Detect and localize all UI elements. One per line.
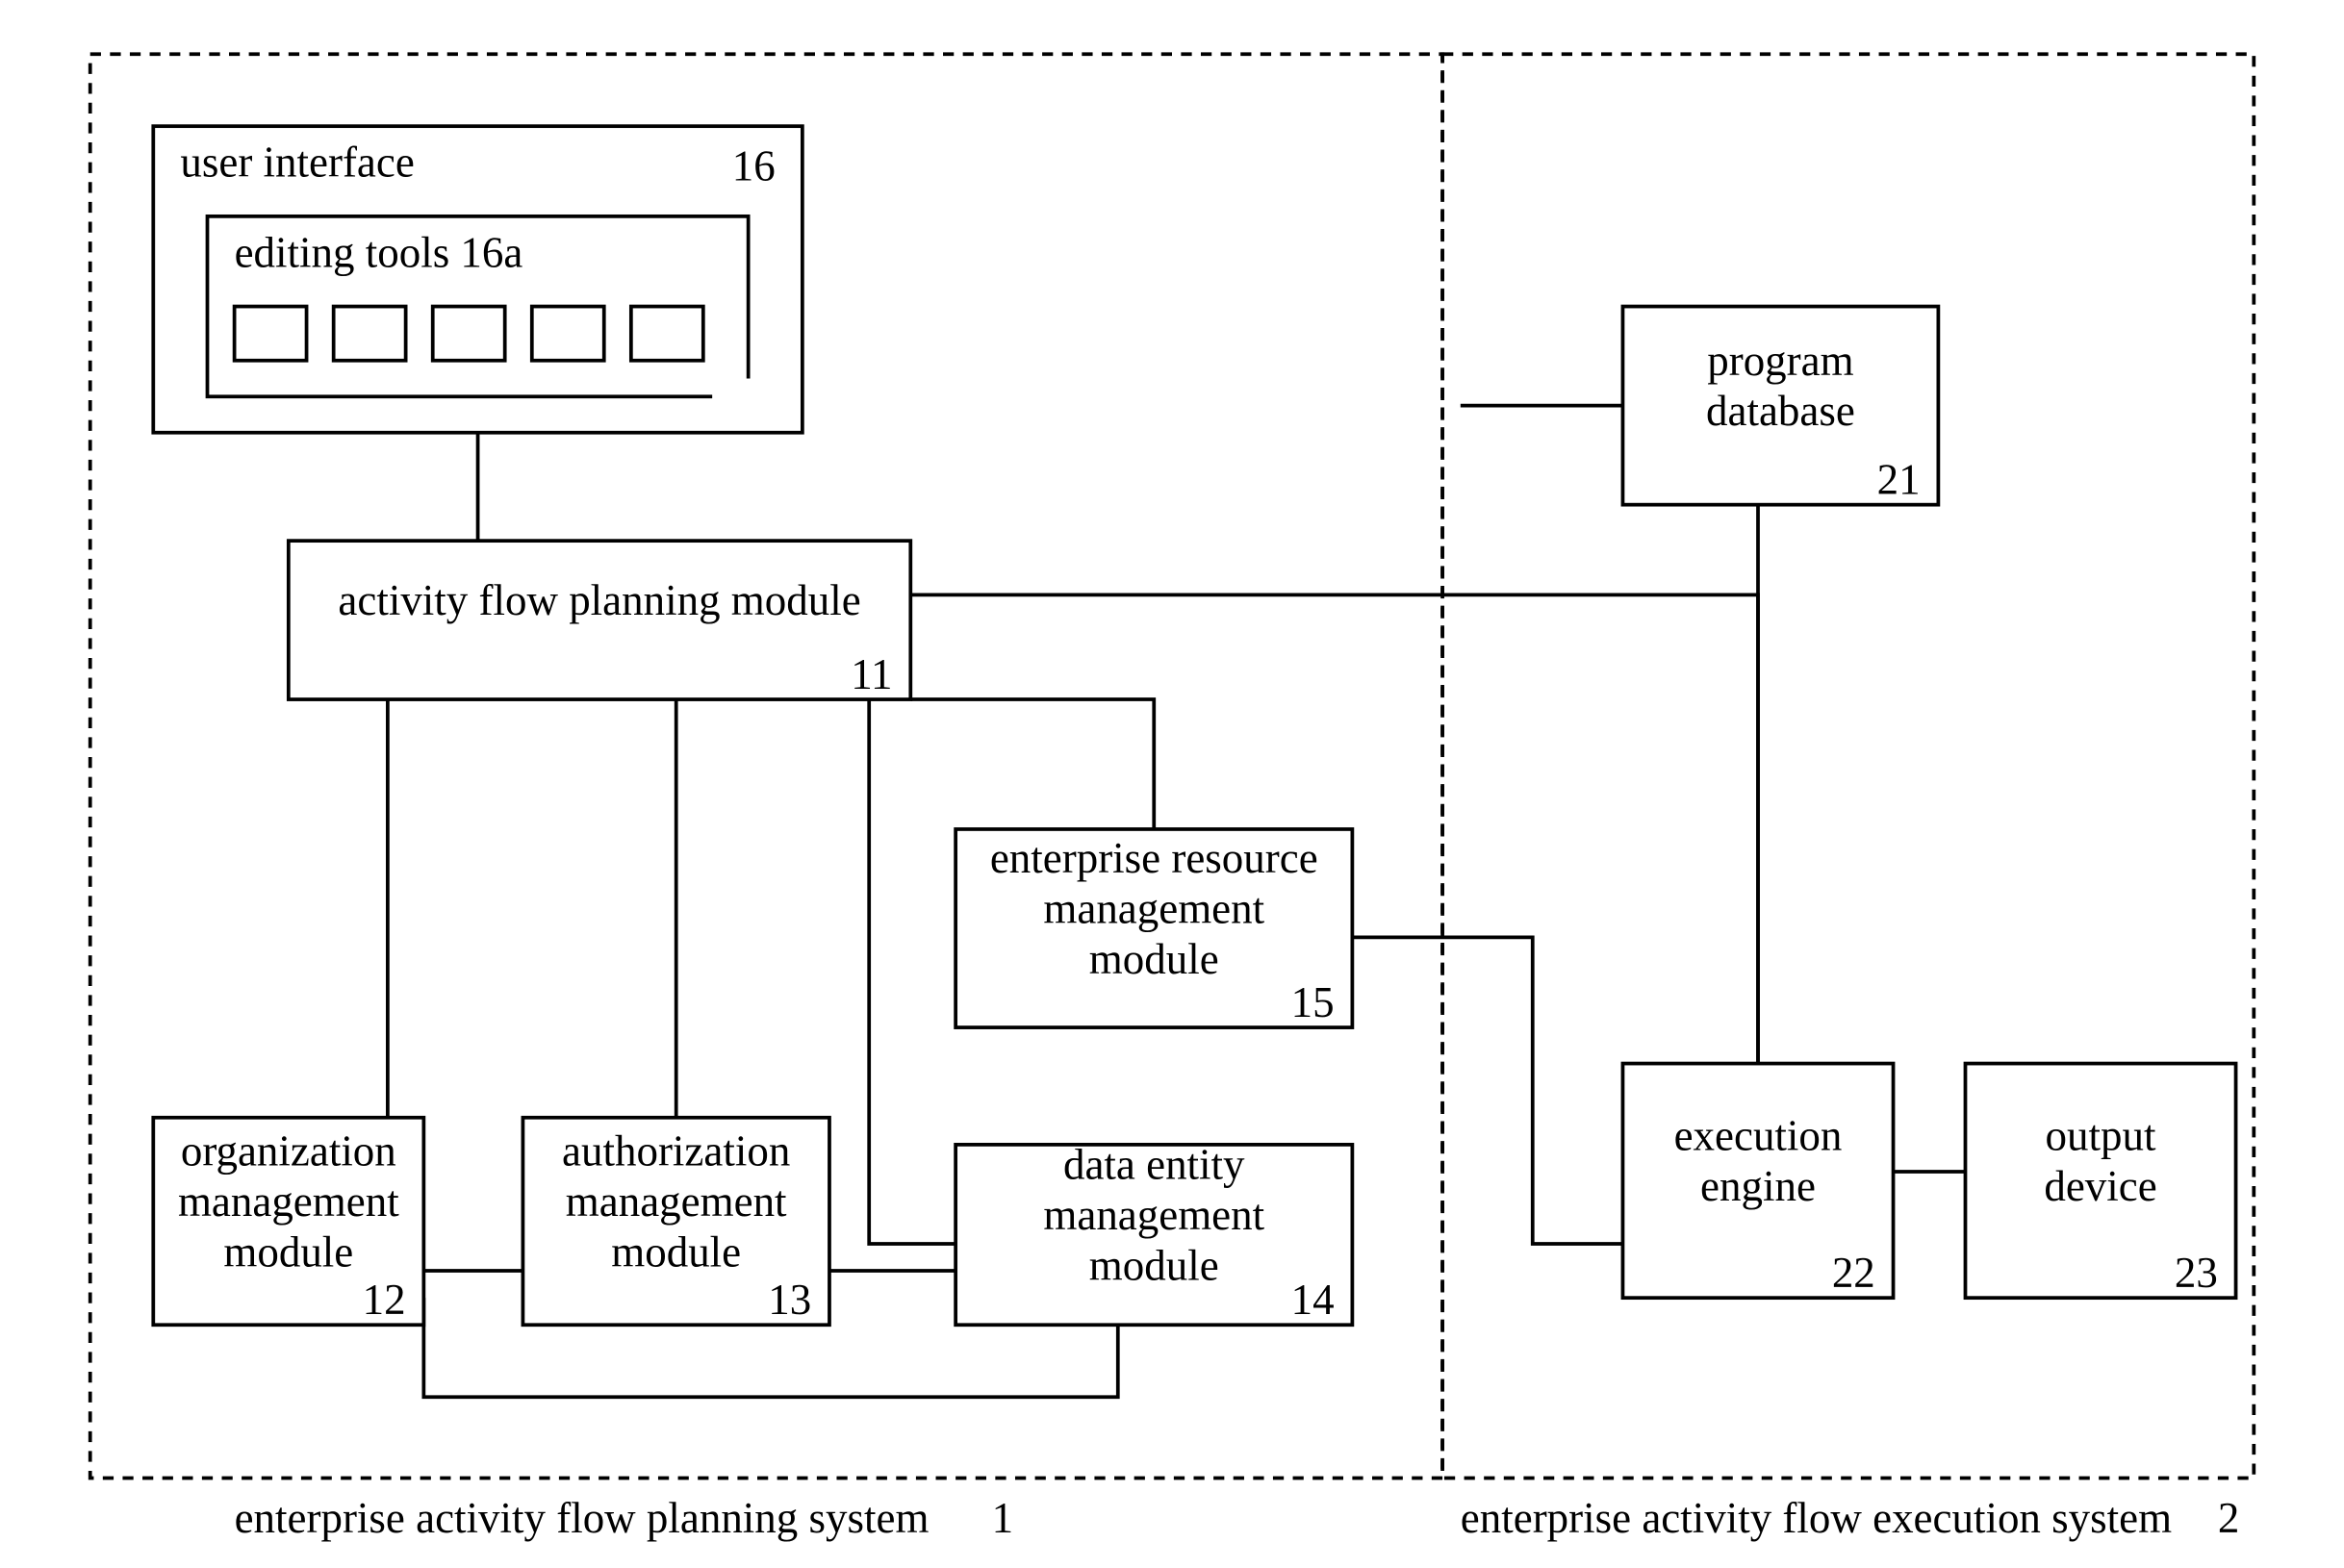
svg-text:module: module bbox=[611, 1227, 741, 1276]
svg-text:module: module bbox=[223, 1227, 353, 1276]
tool-slot bbox=[334, 307, 406, 361]
svg-text:21: 21 bbox=[1877, 455, 1921, 503]
svg-text:output: output bbox=[2046, 1112, 2156, 1160]
svg-text:22: 22 bbox=[1832, 1249, 1875, 1297]
svg-text:2: 2 bbox=[2218, 1494, 2239, 1542]
svg-text:16: 16 bbox=[732, 141, 776, 190]
svg-text:12: 12 bbox=[363, 1276, 406, 1324]
svg-text:management: management bbox=[1043, 1191, 1264, 1239]
svg-text:authorization: authorization bbox=[562, 1126, 790, 1175]
tool-slot bbox=[433, 307, 505, 361]
svg-text:editing tools 16a: editing tools 16a bbox=[235, 228, 523, 276]
svg-text:device: device bbox=[2044, 1162, 2156, 1210]
svg-text:enterprise resource: enterprise resource bbox=[990, 834, 1318, 882]
svg-text:23: 23 bbox=[2175, 1249, 2218, 1297]
svg-text:module: module bbox=[1089, 935, 1219, 983]
svg-text:11: 11 bbox=[851, 650, 892, 698]
svg-text:engine: engine bbox=[1700, 1162, 1816, 1210]
svg-text:execution: execution bbox=[1674, 1112, 1843, 1160]
svg-text:management: management bbox=[1043, 884, 1264, 932]
svg-text:database: database bbox=[1706, 387, 1855, 435]
svg-text:13: 13 bbox=[768, 1276, 811, 1324]
system-diagram: enterprise activity flow planning system… bbox=[0, 0, 2344, 1568]
tool-slot bbox=[532, 307, 604, 361]
tool-slot bbox=[235, 307, 307, 361]
svg-text:enterprise activity flow execu: enterprise activity flow execution syste… bbox=[1461, 1494, 2172, 1542]
svg-text:management: management bbox=[566, 1177, 787, 1226]
svg-text:module: module bbox=[1089, 1241, 1219, 1289]
svg-text:15: 15 bbox=[1291, 978, 1335, 1026]
tool-slot bbox=[631, 307, 703, 361]
svg-text:enterprise activity flow plann: enterprise activity flow planning system bbox=[235, 1494, 930, 1542]
svg-text:user interface: user interface bbox=[180, 139, 414, 187]
svg-text:1: 1 bbox=[992, 1494, 1013, 1542]
svg-text:organization: organization bbox=[181, 1126, 396, 1175]
svg-text:data entity: data entity bbox=[1063, 1140, 1245, 1188]
svg-text:14: 14 bbox=[1291, 1276, 1335, 1324]
svg-text:management: management bbox=[178, 1177, 399, 1226]
svg-text:activity flow planning module: activity flow planning module bbox=[338, 576, 860, 624]
svg-text:program: program bbox=[1707, 337, 1853, 385]
